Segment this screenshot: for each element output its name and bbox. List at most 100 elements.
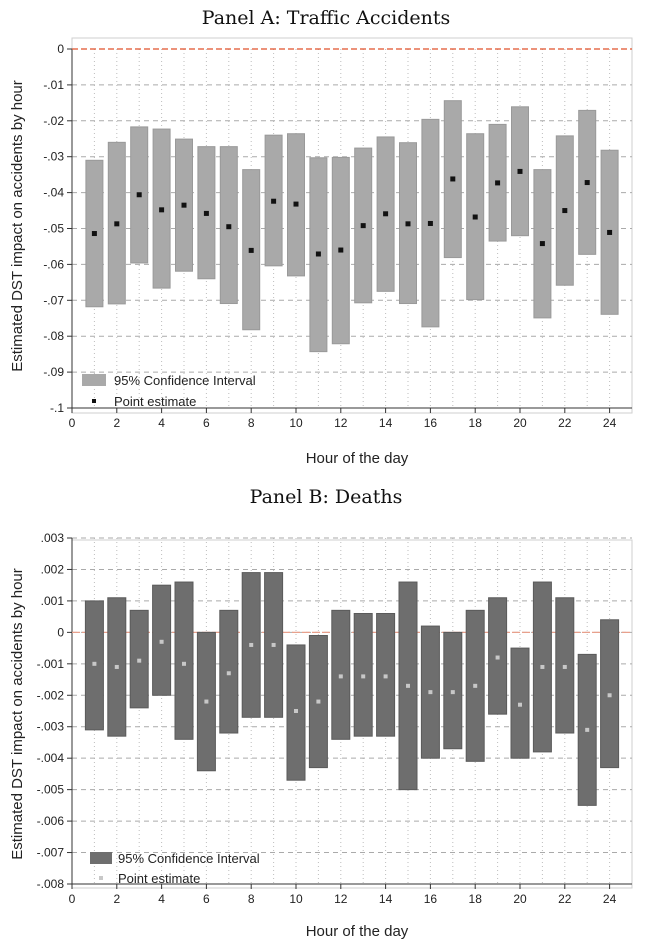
panel-b-point-estimates — [92, 639, 612, 732]
panel-b-point-hour-1 — [92, 661, 97, 666]
panel-a-x-tick-label: 10 — [289, 416, 303, 430]
panel-a-y-tick-label: -.04 — [43, 186, 64, 200]
panel-a-point-hour-11 — [315, 251, 321, 257]
panel-b-x-tick-label: 10 — [289, 892, 303, 906]
panel-a-point-hour-6 — [203, 210, 209, 216]
panel-b-y-tick-label: -.002 — [37, 688, 65, 702]
panel-a-point-hour-23 — [584, 180, 590, 186]
panel-b-x-tick-label: 8 — [248, 892, 255, 906]
panel-b-point-hour-21 — [540, 664, 545, 669]
panel-a-x-tick-label: 8 — [248, 416, 255, 430]
panel-a-point-hour-1 — [91, 231, 97, 237]
panel-a-point-hour-14 — [383, 211, 389, 217]
panel-a-title: Panel A: Traffic Accidents — [202, 7, 450, 29]
panel-b-point-hour-2 — [114, 664, 119, 669]
panel-b-point-hour-18 — [473, 683, 478, 688]
panel-b-x-tick-labels: 0 2 4 6 8 10 12 14 16 18 20 22 24 — [69, 892, 617, 906]
panel-b-point-hour-16 — [428, 690, 433, 695]
panel-b-point-hour-14 — [383, 674, 388, 679]
panel-a-x-tick-label: 16 — [424, 416, 438, 430]
panel-a-point-hour-13 — [360, 223, 366, 229]
panel-b-point-hour-13 — [361, 674, 366, 679]
panel-a-y-tick-labels: 0 -.01 -.02 -.03 -.04 -.05 -.06 -.07 -.08 -.09 -.1 — [43, 42, 64, 415]
panel-b-point-hour-23 — [585, 727, 590, 732]
panel-b-x-tick-label: 22 — [558, 892, 572, 906]
panel-a-x-tick-label: 22 — [558, 416, 572, 430]
panel-a-point-hour-8 — [248, 247, 254, 253]
panel-a-legend-point-label: Point estimate — [114, 394, 196, 409]
panel-a-y-tick-label: -.1 — [50, 401, 64, 415]
panel-b-x-tick-label: 12 — [334, 892, 348, 906]
panel-a-point-hour-12 — [338, 247, 344, 253]
panel-b-point-hour-5 — [182, 661, 186, 666]
panel-b-x-tick-label: 14 — [379, 892, 393, 906]
panel-b-legend-point-swatch — [99, 876, 103, 880]
panel-a-y-tick-label: -.09 — [43, 365, 64, 379]
panel-b-y-axis-label: Estimated DST impact on accidents by hou… — [9, 568, 26, 860]
panel-a-point-hour-22 — [562, 208, 568, 214]
panel-a-y-tick-label: -.05 — [43, 222, 64, 236]
panel-a-legend-point-swatch — [92, 399, 96, 403]
panel-a-legend-ci-label: 95% Confidence Interval — [114, 373, 256, 388]
panel-a-point-hour-18 — [472, 214, 478, 220]
panel-a-x-axis-label: Hour of the day — [306, 450, 409, 467]
panel-a-point-hour-7 — [226, 224, 232, 230]
panel-b-point-hour-12 — [338, 674, 343, 679]
panel-a-y-tick-label: -.01 — [43, 78, 64, 92]
panel-a-legend-ci-swatch — [82, 374, 106, 386]
panel-a-legend: 95% Confidence Interval Point estimate — [82, 373, 256, 409]
panel-b-y-tick-label: -.003 — [37, 720, 65, 734]
panel-b-x-tick-label: 18 — [469, 892, 483, 906]
panel-a-point-hour-21 — [539, 241, 545, 247]
panel-b-point-hour-6 — [204, 699, 209, 704]
panel-b-y-tick-label: -.007 — [37, 846, 65, 860]
panel-a-y-tick-label: -.03 — [43, 150, 64, 164]
panel-a-axes — [67, 48, 632, 413]
panel-b-point-hour-9 — [271, 642, 276, 647]
panel-a-point-hour-16 — [427, 220, 433, 226]
panel-a-x-tick-label: 2 — [113, 416, 120, 430]
panel-b-point-hour-10 — [294, 709, 298, 713]
panel-a-point-hour-24 — [607, 229, 613, 235]
panel-b-legend-point-label: Point estimate — [118, 871, 200, 886]
panel-b-point-hour-22 — [562, 664, 567, 669]
panel-a-point-hour-15 — [405, 221, 411, 227]
panel-b-x-tick-label: 24 — [603, 892, 617, 906]
panel-b-point-hour-17 — [450, 690, 455, 695]
panel-b-y-tick-label: .002 — [41, 562, 65, 576]
panel-b-y-tick-label: -.004 — [37, 751, 65, 765]
panel-a-point-estimates — [91, 168, 613, 257]
panel-b-point-hour-7 — [226, 671, 231, 676]
panel-b-point-hour-20 — [518, 702, 522, 707]
panel-a-point-hour-17 — [450, 176, 456, 182]
panel-a-point-hour-2 — [114, 221, 120, 227]
panel-b-x-axis-label: Hour of the day — [306, 923, 409, 940]
panel-b-point-hour-24 — [607, 693, 612, 698]
panel-b-point-hour-3 — [137, 658, 142, 663]
panel-b-y-tick-label: -.005 — [37, 783, 65, 797]
panel-a-point-hour-19 — [495, 180, 501, 186]
panel-b-y-tick-label: .001 — [41, 594, 65, 608]
panel-a-x-tick-label: 18 — [469, 416, 483, 430]
panel-a-y-tick-label: 0 — [57, 42, 64, 56]
panel-b-y-tick-label: -.008 — [37, 877, 65, 891]
panel-a-point-hour-10 — [293, 201, 299, 207]
panel-b-x-tick-label: 2 — [113, 892, 120, 906]
panel-a-y-tick-label: -.02 — [43, 114, 64, 128]
panel-b-ci-bar-hour-5 — [174, 581, 194, 740]
panel-b-y-tick-label: .003 — [41, 531, 65, 545]
panel-b-y-tick-label: 0 — [57, 625, 64, 639]
panel-b-x-tick-label: 0 — [69, 892, 76, 906]
panel-a-x-tick-label: 6 — [203, 416, 210, 430]
panel-a-point-hour-3 — [136, 192, 142, 198]
panel-b-x-tick-label: 16 — [424, 892, 438, 906]
panel-b-point-hour-11 — [316, 699, 321, 704]
panel-a-point-hour-4 — [159, 207, 165, 213]
panel-a: Panel A: Traffic Accidents 0 -.01 -.02 -.03… — [9, 7, 633, 467]
panel-b-legend: 95% Confidence Interval Point estimate — [90, 851, 260, 886]
panel-a-x-tick-label: 4 — [158, 416, 165, 430]
panel-b-y-tick-labels: .003 .002 .001 0 -.001 -.002 -.003 -.004 -.005 -.… — [37, 531, 65, 891]
panel-b-point-hour-4 — [159, 639, 164, 644]
panel-b-point-hour-19 — [495, 655, 500, 660]
